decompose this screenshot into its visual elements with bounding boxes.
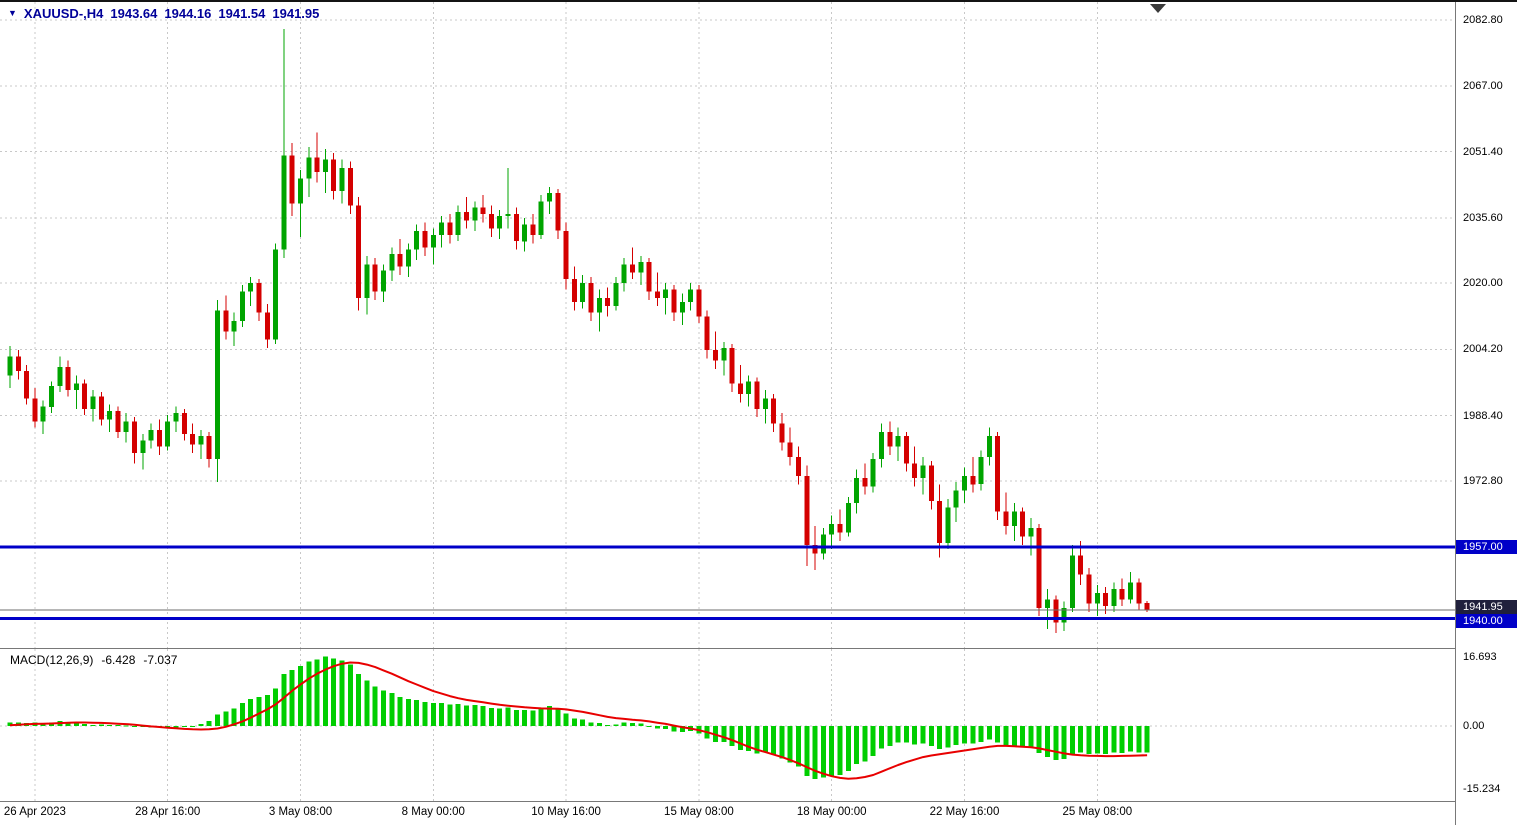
time-label: 8 May 00:00 <box>401 806 465 818</box>
price-axis[interactable]: 2082.80 2067.00 2051.40 2035.60 2020.00 2004.… <box>1455 2 1517 825</box>
macd-axis-label: 16.693 <box>1463 650 1497 663</box>
price-axis-label: 2067.00 <box>1463 80 1503 93</box>
ohlc-open-value: 1943.64 <box>110 6 158 21</box>
time-label: 3 May 08:00 <box>268 806 333 818</box>
macd-signal-line <box>9 661 1148 780</box>
time-label: 10 May 16:00 <box>531 806 601 818</box>
macd-panel-divider[interactable] <box>0 648 1517 649</box>
price-axis-label: 1972.80 <box>1463 474 1503 487</box>
price-axis-label: 2051.40 <box>1463 145 1503 158</box>
price-chart[interactable] <box>0 2 1455 648</box>
ohlc-close-value: 1941.95 <box>272 6 320 21</box>
price-axis-label: 2082.80 <box>1463 14 1503 26</box>
price-axis-label: 2020.00 <box>1463 277 1503 290</box>
hline-price-tag: 1957.00 <box>1456 540 1517 555</box>
macd-axis-label: 0.00 <box>1463 720 1485 732</box>
time-axis-divider <box>0 801 1517 802</box>
ohlc-high-value: 1944.16 <box>164 6 212 21</box>
symbol-period-label: XAUUSD-,H4 <box>23 6 104 21</box>
current-price-tag: 1941.95 <box>1456 600 1517 615</box>
macd-main-value: -6.428 <box>101 653 136 667</box>
macd-panel[interactable] <box>0 649 1455 801</box>
time-axis[interactable]: 26 Apr 2023 28 Apr 16:00 3 May 08:00 8 May … <box>0 802 1455 825</box>
time-label: 15 May 08:00 <box>664 806 734 818</box>
chart-header: ▼ XAUUSD-,H4 1943.64 1944.16 1941.54 194… <box>8 6 319 21</box>
hlines-layer[interactable] <box>0 545 1455 620</box>
candles-layer <box>7 28 1150 633</box>
chart-shift-icon <box>1150 4 1166 13</box>
price-axis-label: 2035.60 <box>1463 211 1503 224</box>
time-label: 25 May 08:00 <box>1062 806 1133 818</box>
hline-price-tag: 1940.00 <box>1456 614 1517 629</box>
macd-histogram <box>7 656 1150 780</box>
time-label: 18 May 00:00 <box>796 806 867 818</box>
ohlc-low-value: 1941.54 <box>218 6 266 21</box>
macd-axis-label: -15.234 <box>1463 783 1501 796</box>
price-axis-label: 2004.20 <box>1463 343 1503 356</box>
time-label: 26 Apr 2023 <box>3 806 66 818</box>
price-axis-label: 1988.40 <box>1463 409 1503 422</box>
macd-signal-value: -7.037 <box>143 653 178 667</box>
macd-title: MACD(12,26,9) <box>10 653 94 667</box>
symbol-dropdown-icon[interactable]: ▼ <box>8 8 17 18</box>
time-label: 22 May 16:00 <box>929 806 1000 818</box>
macd-indicator-label: MACD(12,26,9) -6.428 -7.037 <box>10 653 185 667</box>
time-label: 28 Apr 16:00 <box>135 806 201 818</box>
